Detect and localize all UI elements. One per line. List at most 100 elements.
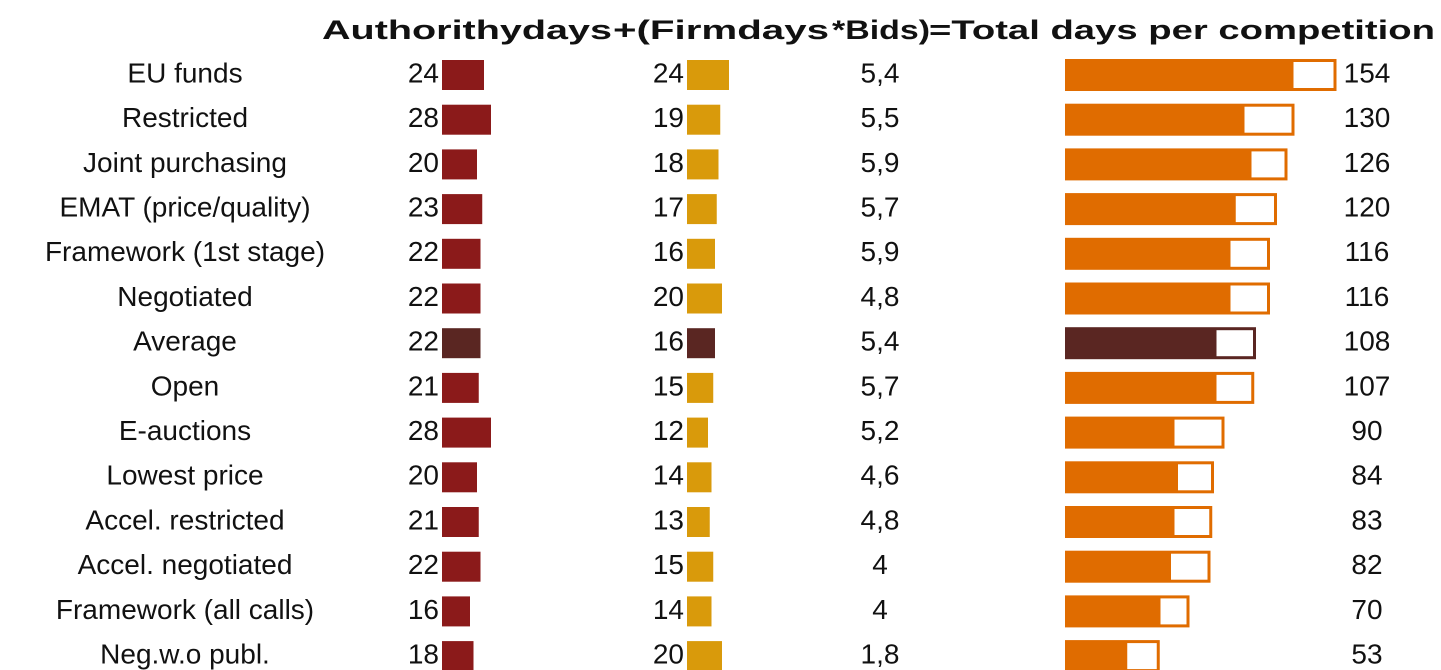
authority-label: 20 [408, 460, 439, 491]
authority-share [1160, 598, 1187, 625]
bids-label: 4,8 [861, 281, 900, 312]
firm-label: 12 [653, 415, 684, 446]
firm-label: 19 [653, 102, 684, 133]
firm-label: 17 [653, 191, 684, 222]
authority-share [1174, 419, 1222, 446]
bids-label: 5,4 [861, 57, 900, 88]
total-label: 84 [1351, 460, 1382, 491]
row-label: Lowest price [106, 460, 263, 491]
firm-label: 20 [653, 281, 684, 312]
authority-bar [442, 507, 479, 537]
authority-share [1230, 240, 1267, 267]
authority-share [1244, 106, 1292, 133]
firm-bar [687, 194, 717, 225]
firm-label: 15 [653, 370, 684, 401]
authority-bar [442, 194, 483, 225]
total-label: 82 [1351, 549, 1382, 580]
total-label: 70 [1351, 594, 1382, 625]
authority-share [1216, 330, 1253, 357]
authority-bar [442, 283, 481, 314]
row-label: Framework (1st stage) [45, 236, 325, 267]
firm-bar [687, 60, 729, 90]
bids-label: 1,8 [861, 638, 900, 669]
header-bids: *Bids) [832, 15, 930, 45]
row-label: Framework (all calls) [56, 594, 314, 625]
firm-bar [687, 507, 710, 537]
authority-label: 20 [408, 147, 439, 178]
firm-label: 15 [653, 549, 684, 580]
firm-label: 13 [653, 504, 684, 535]
total-label: 116 [1345, 236, 1390, 267]
bids-label: 4 [872, 594, 888, 625]
total-label: 116 [1345, 281, 1390, 312]
total-label: 126 [1344, 147, 1391, 178]
authority-label: 22 [408, 236, 439, 267]
row-label: Open [151, 370, 220, 401]
total-label: 107 [1344, 370, 1391, 401]
row-label: Neg.w.o publ. [100, 638, 270, 669]
firm-bar [687, 417, 708, 448]
header-firm: +(Firmdays [613, 15, 829, 45]
authority-bar [442, 60, 484, 90]
authority-share [1174, 509, 1210, 535]
firm-bar [687, 283, 722, 314]
firm-bar [687, 551, 714, 582]
bids-label: 5,5 [861, 102, 900, 133]
authority-share [1127, 643, 1157, 670]
header-authority: Authorithydays [322, 15, 612, 45]
bids-label: 4 [872, 549, 888, 580]
authority-share [1251, 151, 1285, 178]
total-label: 90 [1351, 415, 1382, 446]
authority-label: 18 [408, 638, 439, 669]
bids-label: 4,8 [861, 504, 900, 535]
total-label: 108 [1344, 326, 1391, 357]
firm-bar [687, 641, 722, 670]
authority-bar [442, 462, 477, 493]
total-label: 130 [1344, 102, 1391, 133]
authority-label: 21 [408, 370, 439, 401]
row-label: Negotiated [117, 281, 252, 312]
row-label: E-auctions [119, 415, 251, 446]
bids-label: 5,7 [861, 370, 900, 401]
bids-label: 5,7 [861, 191, 900, 222]
firm-label: 18 [653, 147, 684, 178]
authority-bar [442, 104, 491, 135]
firm-bar [687, 462, 712, 493]
authority-bar [442, 149, 477, 180]
authority-bar [442, 417, 491, 448]
authority-bar [442, 328, 481, 359]
header-total: =Total days per competition [929, 15, 1435, 45]
bids-label: 5,2 [861, 415, 900, 446]
authority-label: 24 [408, 57, 439, 88]
authority-bar [442, 551, 481, 582]
authority-share [1216, 374, 1252, 401]
authority-label: 22 [408, 281, 439, 312]
firm-label: 24 [653, 57, 684, 88]
authority-share [1293, 62, 1334, 88]
total-label: 120 [1344, 191, 1391, 222]
authority-bar [442, 641, 474, 670]
row-label: Average [133, 326, 237, 357]
authority-label: 23 [408, 191, 439, 222]
total-label: 53 [1351, 638, 1382, 669]
firm-label: 16 [653, 326, 684, 357]
row-label: Accel. restricted [85, 504, 284, 535]
authority-label: 28 [408, 102, 439, 133]
authority-share [1230, 285, 1267, 312]
bids-label: 4,6 [861, 460, 900, 491]
row-label: Restricted [122, 102, 248, 133]
authority-bar [442, 238, 481, 269]
authority-share [1171, 553, 1208, 580]
authority-label: 16 [408, 594, 439, 625]
firm-label: 20 [653, 638, 684, 669]
authority-label: 22 [408, 549, 439, 580]
authority-label: 21 [408, 504, 439, 535]
row-label: Joint purchasing [83, 147, 287, 178]
firm-bar [687, 328, 715, 359]
firm-bar [687, 372, 714, 403]
total-bar [1065, 148, 1288, 181]
firm-label: 16 [653, 236, 684, 267]
row-label: Accel. negotiated [78, 549, 293, 580]
authority-bar [442, 372, 479, 403]
